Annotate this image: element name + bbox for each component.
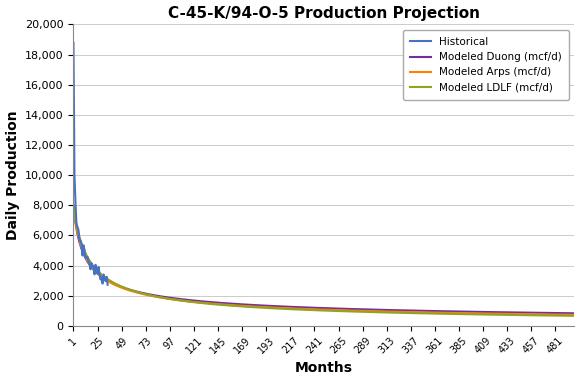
Historical — [70, 40, 77, 45]
Historical — [101, 277, 108, 282]
Historical — [76, 239, 83, 243]
Modeled Duong (mcf/d) — [393, 308, 400, 312]
Historical — [87, 267, 94, 272]
Historical — [93, 269, 100, 273]
Historical — [96, 272, 103, 277]
Historical — [74, 225, 81, 229]
Historical — [89, 264, 96, 269]
Line: Historical: Historical — [74, 43, 108, 285]
Modeled LDLF (mcf/d) — [399, 311, 406, 315]
X-axis label: Months: Months — [295, 362, 353, 375]
Line: Modeled Duong (mcf/d): Modeled Duong (mcf/d) — [74, 205, 575, 313]
Historical — [71, 173, 78, 178]
Historical — [83, 255, 90, 260]
Modeled LDLF (mcf/d) — [572, 314, 579, 318]
Historical — [94, 271, 101, 276]
Line: Modeled LDLF (mcf/d): Modeled LDLF (mcf/d) — [74, 205, 575, 316]
Historical — [72, 200, 79, 205]
Historical — [88, 261, 95, 266]
Modeled Arps (mcf/d) — [399, 310, 406, 314]
Modeled Duong (mcf/d) — [194, 299, 201, 303]
Historical — [104, 283, 111, 287]
Historical — [81, 248, 88, 252]
Historical — [84, 255, 91, 259]
Historical — [91, 272, 98, 277]
Modeled Arps (mcf/d) — [572, 312, 579, 317]
Modeled Duong (mcf/d) — [70, 203, 77, 208]
Historical — [79, 253, 86, 258]
Modeled Arps (mcf/d) — [70, 203, 77, 208]
Historical — [78, 242, 85, 247]
Historical — [92, 263, 99, 267]
Modeled Arps (mcf/d) — [485, 311, 492, 316]
Modeled LDLF (mcf/d) — [216, 303, 223, 307]
Historical — [77, 239, 84, 243]
Historical — [95, 265, 102, 269]
Historical — [100, 272, 107, 277]
Modeled Arps (mcf/d) — [216, 302, 223, 306]
Modeled Arps (mcf/d) — [253, 304, 260, 309]
Modeled Duong (mcf/d) — [485, 310, 492, 314]
Modeled LDLF (mcf/d) — [253, 305, 260, 310]
Line: Modeled Arps (mcf/d): Modeled Arps (mcf/d) — [74, 205, 575, 315]
Modeled Duong (mcf/d) — [253, 303, 260, 307]
Title: C-45-K/94-O-5 Production Projection: C-45-K/94-O-5 Production Projection — [168, 6, 480, 21]
Modeled Arps (mcf/d) — [393, 309, 400, 314]
Modeled Duong (mcf/d) — [399, 308, 406, 313]
Modeled LDLF (mcf/d) — [70, 203, 77, 208]
Modeled Duong (mcf/d) — [216, 301, 223, 305]
Historical — [73, 222, 80, 226]
Historical — [90, 265, 97, 269]
Modeled LDLF (mcf/d) — [393, 311, 400, 315]
Historical — [102, 279, 109, 283]
Historical — [86, 261, 93, 266]
Modeled LDLF (mcf/d) — [194, 300, 201, 305]
Historical — [75, 228, 82, 232]
Modeled LDLF (mcf/d) — [485, 312, 492, 317]
Historical — [98, 275, 105, 280]
Historical — [82, 255, 89, 260]
Historical — [85, 259, 92, 264]
Y-axis label: Daily Production: Daily Production — [6, 110, 20, 240]
Historical — [97, 277, 104, 282]
Historical — [99, 281, 106, 286]
Modeled Duong (mcf/d) — [572, 311, 579, 315]
Legend: Historical, Modeled Duong (mcf/d), Modeled Arps (mcf/d), Modeled LDLF (mcf/d): Historical, Modeled Duong (mcf/d), Model… — [403, 30, 569, 100]
Modeled Arps (mcf/d) — [194, 300, 201, 305]
Historical — [80, 243, 87, 248]
Historical — [103, 274, 110, 279]
